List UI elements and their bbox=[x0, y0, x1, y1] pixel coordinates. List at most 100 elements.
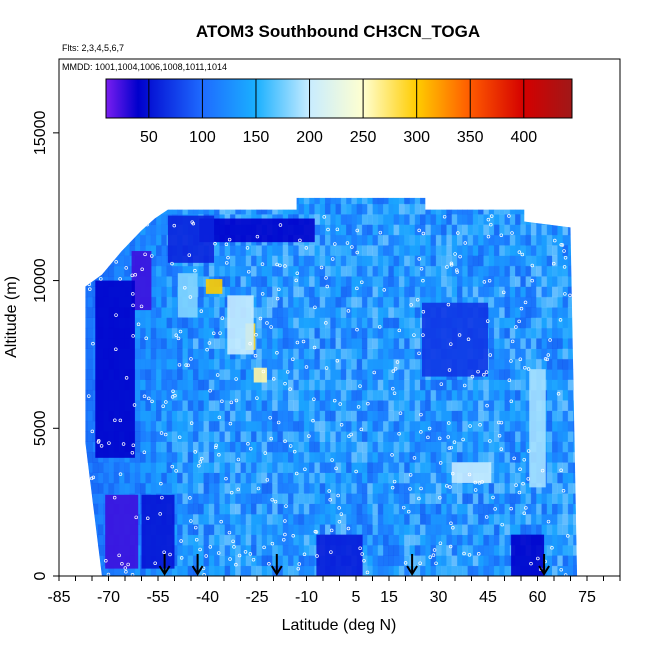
heatmap-cell bbox=[288, 307, 294, 318]
heatmap-cell bbox=[219, 493, 226, 505]
heatmap-cell bbox=[420, 197, 426, 205]
sample-point bbox=[359, 427, 364, 432]
heatmap-cell bbox=[261, 379, 268, 391]
heatmap-cell bbox=[525, 482, 532, 494]
heatmap-cell bbox=[319, 441, 326, 453]
heatmap-cell bbox=[330, 307, 336, 318]
heatmap-cell bbox=[314, 265, 321, 277]
heatmap-cell bbox=[235, 451, 241, 463]
sample-point bbox=[559, 242, 563, 247]
heatmap-cell bbox=[293, 420, 299, 432]
heatmap-cell bbox=[261, 389, 268, 401]
heatmap-cell bbox=[256, 245, 263, 256]
heatmap-cell bbox=[573, 265, 578, 277]
heatmap-cell bbox=[256, 431, 263, 442]
heatmap-cell bbox=[140, 183, 146, 194]
sample-point bbox=[177, 435, 182, 440]
heatmap-cell bbox=[288, 472, 294, 484]
heatmap-cell bbox=[515, 400, 521, 411]
heatmap-cell bbox=[499, 327, 505, 339]
sample-point bbox=[285, 370, 290, 374]
heatmap-cell bbox=[277, 565, 284, 576]
heatmap-cell bbox=[150, 224, 157, 236]
heatmap-cell bbox=[214, 503, 220, 515]
heatmap-cell bbox=[272, 197, 278, 205]
sample-point bbox=[104, 252, 108, 256]
heatmap-cell bbox=[493, 462, 500, 473]
heatmap-cell bbox=[198, 197, 204, 205]
heatmap-cell bbox=[261, 420, 268, 432]
heatmap-cell bbox=[134, 420, 141, 432]
heatmap-cell bbox=[398, 276, 405, 287]
heatmap-cell bbox=[85, 462, 88, 473]
heatmap-cell bbox=[541, 513, 548, 525]
heatmap-cell bbox=[457, 183, 463, 194]
heatmap-cell bbox=[108, 197, 115, 205]
heatmap-cell bbox=[483, 183, 489, 194]
heatmap-cell bbox=[324, 265, 331, 277]
heatmap-cell bbox=[536, 348, 542, 360]
sample-point bbox=[256, 486, 261, 491]
heatmap-cell bbox=[425, 513, 431, 525]
heatmap-cell bbox=[277, 379, 284, 391]
heatmap-cell bbox=[235, 276, 241, 287]
heatmap-cell bbox=[377, 307, 384, 318]
heatmap-cell bbox=[261, 544, 268, 556]
heatmap-anomaly bbox=[141, 494, 175, 569]
heatmap-cell bbox=[493, 203, 500, 215]
heatmap-cell bbox=[330, 369, 336, 380]
heatmap-cell bbox=[240, 286, 247, 298]
sample-point bbox=[193, 525, 198, 530]
heatmap-cell bbox=[85, 203, 88, 215]
heatmap-cell bbox=[319, 327, 326, 339]
heatmap-cell bbox=[240, 410, 247, 422]
heatmap-cell bbox=[404, 307, 410, 318]
heatmap-cell bbox=[499, 338, 505, 349]
sample-point bbox=[295, 271, 300, 276]
heatmap-cell bbox=[530, 214, 537, 225]
heatmap-cell bbox=[552, 420, 558, 432]
heatmap-cell bbox=[530, 286, 537, 298]
heatmap-cell bbox=[182, 524, 189, 536]
heatmap-cell bbox=[557, 503, 563, 515]
heatmap-cell bbox=[351, 224, 358, 236]
heatmap-cell bbox=[420, 534, 426, 546]
sample-point bbox=[99, 444, 104, 448]
heatmap-cell bbox=[446, 400, 453, 411]
heatmap-cell bbox=[251, 317, 257, 329]
sample-point bbox=[295, 340, 300, 345]
heatmap-cell bbox=[166, 431, 173, 442]
heatmap-cell bbox=[383, 503, 389, 515]
heatmap-cell bbox=[293, 482, 299, 494]
heatmap-cell bbox=[483, 276, 490, 287]
sample-point bbox=[372, 370, 376, 375]
sample-point bbox=[275, 262, 279, 267]
heatmap-cell bbox=[282, 565, 289, 576]
heatmap-cell bbox=[562, 286, 569, 298]
heatmap-cell bbox=[567, 245, 574, 256]
heatmap-cell bbox=[562, 317, 569, 329]
heatmap-cell bbox=[214, 451, 220, 463]
heatmap-cell bbox=[156, 420, 162, 432]
sample-point bbox=[133, 273, 138, 277]
heatmap-cell bbox=[145, 234, 152, 246]
sample-point bbox=[510, 339, 515, 344]
sample-point bbox=[488, 353, 493, 357]
heatmap-cell bbox=[261, 451, 268, 463]
heatmap-cell bbox=[219, 451, 226, 463]
heatmap-cell bbox=[330, 513, 336, 525]
heatmap-cell bbox=[404, 420, 410, 432]
heatmap-cell bbox=[372, 307, 379, 318]
heatmap-cell bbox=[251, 286, 257, 298]
heatmap-cell bbox=[456, 296, 463, 308]
heatmap-cell bbox=[272, 389, 278, 401]
sample-point bbox=[118, 277, 122, 281]
heatmap-cell bbox=[557, 276, 563, 287]
heatmap-cell bbox=[414, 555, 421, 567]
heatmap-cell bbox=[351, 183, 357, 194]
heatmap-cell bbox=[372, 513, 379, 525]
heatmap-cell bbox=[166, 203, 173, 215]
heatmap-cell bbox=[251, 410, 257, 422]
heatmap-cell bbox=[134, 451, 141, 463]
heatmap-cell bbox=[493, 358, 500, 370]
